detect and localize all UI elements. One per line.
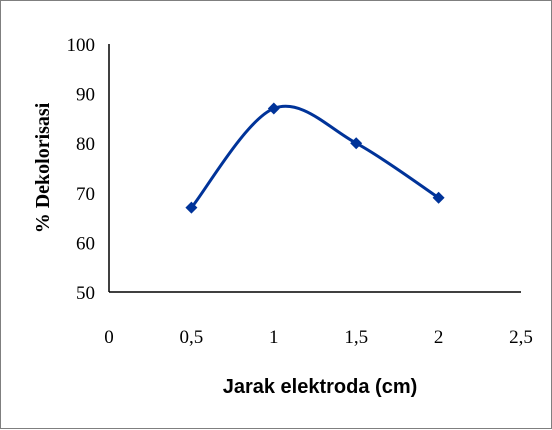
y-axis-title: % Dekolorisasi bbox=[32, 102, 54, 233]
chart-axes bbox=[108, 44, 521, 293]
y-tick-label: 80 bbox=[76, 134, 95, 155]
data-point-marker bbox=[432, 191, 445, 204]
x-tick-label: 1 bbox=[269, 327, 279, 348]
data-point-marker bbox=[267, 102, 280, 115]
y-tick-label: 50 bbox=[76, 283, 95, 304]
x-tick-label: 0,5 bbox=[180, 327, 204, 348]
series-layer bbox=[185, 102, 445, 214]
y-tick-label: 100 bbox=[67, 35, 96, 56]
series-line bbox=[190, 104, 440, 209]
x-tick-labels: 0 0,5 1 1,5 2 2,5 bbox=[104, 327, 533, 348]
data-point-marker bbox=[185, 201, 198, 214]
y-tick-labels: 50 60 70 80 90 100 bbox=[67, 35, 96, 304]
x-tick-label: 2 bbox=[434, 327, 444, 348]
x-tick-label: 1,5 bbox=[344, 327, 368, 348]
x-axis-title: Jarak elektroda (cm) bbox=[223, 376, 418, 398]
y-tick-label: 90 bbox=[76, 85, 95, 106]
y-tick-label: 60 bbox=[76, 233, 95, 254]
data-point-marker bbox=[350, 137, 363, 150]
x-tick-label: 2,5 bbox=[509, 327, 533, 348]
y-tick-label: 70 bbox=[76, 184, 95, 205]
x-tick-label: 0 bbox=[104, 327, 114, 348]
